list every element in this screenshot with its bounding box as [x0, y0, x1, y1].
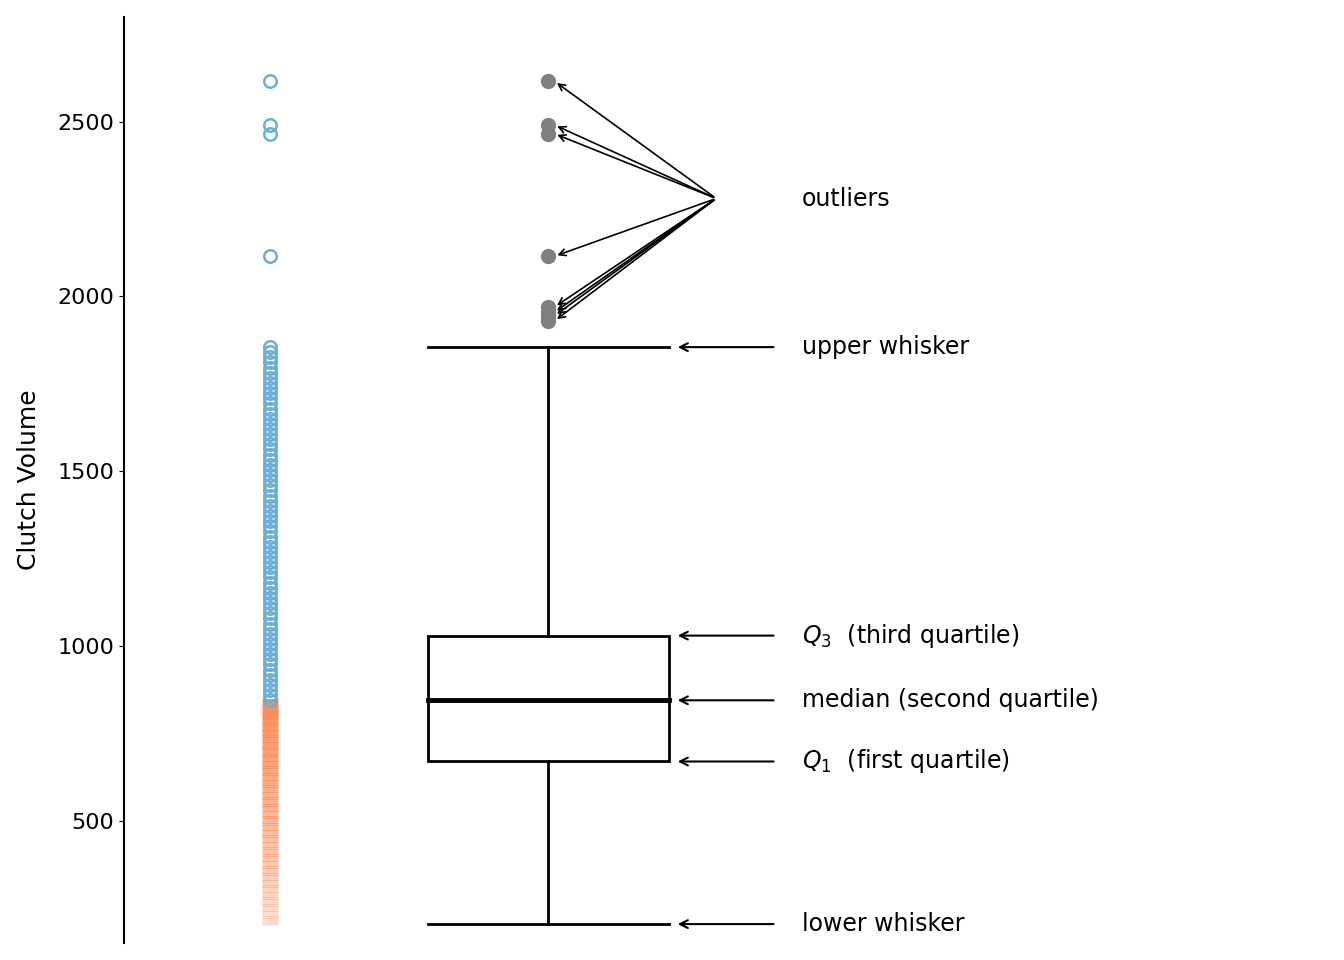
Bar [427, 636, 668, 761]
Text: median (second quartile): median (second quartile) [801, 688, 1098, 712]
Text: upper whisker: upper whisker [801, 335, 969, 359]
Text: lower whisker: lower whisker [801, 912, 964, 936]
Text: outliers: outliers [801, 186, 890, 210]
Text: $Q_1$  (first quartile): $Q_1$ (first quartile) [801, 748, 1009, 776]
Text: $Q_3$  (third quartile): $Q_3$ (third quartile) [801, 622, 1019, 650]
Y-axis label: Clutch Volume: Clutch Volume [16, 390, 40, 570]
